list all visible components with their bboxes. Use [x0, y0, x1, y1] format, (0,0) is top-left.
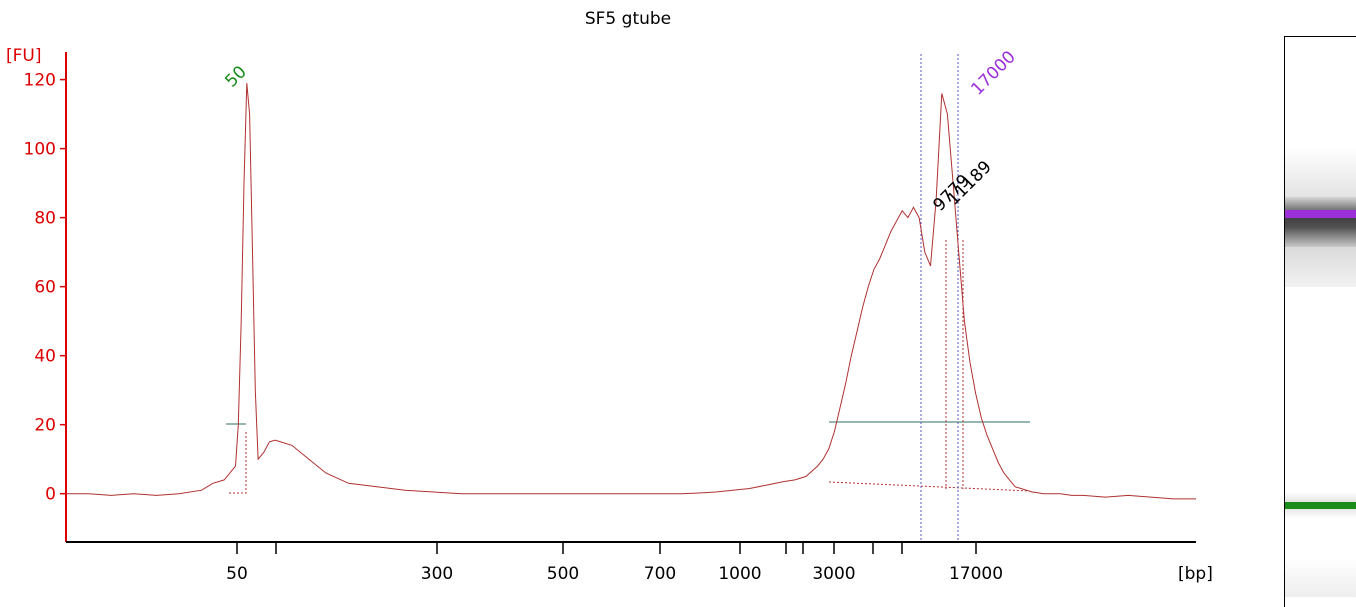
lower-peak-baseline: [229, 432, 247, 494]
y-tick-label: 100: [24, 140, 56, 160]
y-axis-ticks: 0 20 40 60 80 100 120: [24, 71, 66, 505]
x-axis-label: [bp]: [1178, 564, 1213, 584]
x-tick-label: 3000: [812, 564, 855, 584]
y-tick-label: 20: [34, 416, 56, 436]
x-tick-label: 300: [421, 564, 453, 584]
gel-smear: [1285, 197, 1356, 247]
y-tick-label: 0: [45, 485, 56, 505]
y-tick-label: 80: [34, 209, 56, 229]
x-axis-ticks: 50 300 500 700 1000 3000 17000: [226, 542, 1003, 584]
y-axis-label: [FU]: [6, 46, 42, 66]
x-tick-label: 1000: [718, 564, 761, 584]
electropherogram-trace: [66, 83, 1196, 500]
upper-marker-band: [1285, 210, 1356, 218]
x-tick-label: 500: [547, 564, 579, 584]
lower-marker-band: [1285, 502, 1356, 509]
y-tick-label: 120: [24, 71, 56, 91]
x-tick-label: 50: [226, 564, 248, 584]
upper-marker-label: 17000: [967, 47, 1019, 99]
chart-title: SF5 gtube: [585, 9, 671, 29]
region-baseline: [828, 481, 1031, 492]
x-tick-label: 17000: [949, 564, 1003, 584]
gel-bottom-haze: [1285, 557, 1356, 597]
electropherogram-chart: SF5 gtube [FU] [bp] 0 20 40 60 80 100 120 50 3…: [6, 9, 1213, 584]
gel-image-lane: [1284, 36, 1356, 607]
y-tick-label: 40: [34, 347, 56, 367]
x-tick-label: 700: [644, 564, 676, 584]
y-tick-label: 60: [34, 278, 56, 298]
